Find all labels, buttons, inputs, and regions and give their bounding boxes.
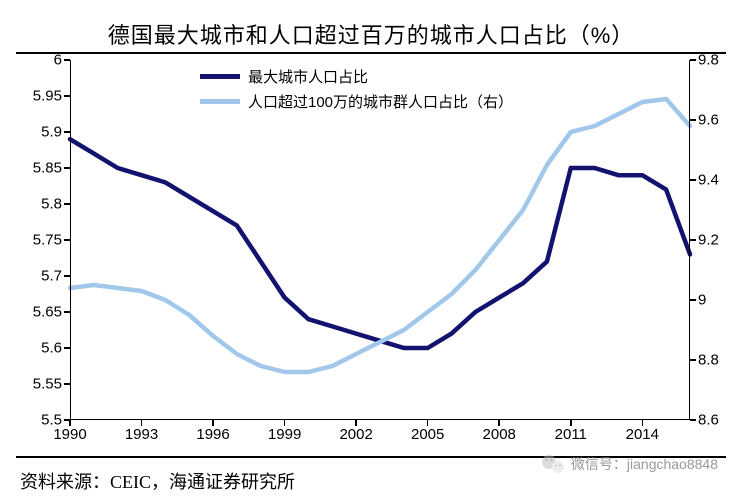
legend: 最大城市人口占比人口超过100万的城市群人口占比（右） [200, 66, 513, 116]
legend-swatch [200, 74, 240, 79]
legend-label: 最大城市人口占比 [248, 66, 368, 87]
wechat-icon [541, 454, 565, 474]
legend-swatch [200, 99, 240, 104]
plot-area: 5.55.555.65.655.75.755.85.855.95.9568.68… [70, 60, 690, 420]
watermark-text: 微信号：jiangchao8848 [571, 454, 718, 474]
legend-label: 人口超过100万的城市群人口占比（右） [248, 91, 513, 112]
chart-title: 德国最大城市和人口超过百万的城市人口占比（%） [0, 18, 742, 50]
source-label: 资料来源：CEIC，海通证券研究所 [20, 468, 295, 494]
watermark: 微信号：jiangchao8848 [541, 454, 718, 474]
title-underline [16, 52, 726, 54]
chart-container: 德国最大城市和人口超过百万的城市人口占比（%） 5.55.555.65.655.… [0, 0, 742, 502]
legend-item: 最大城市人口占比 [200, 66, 513, 87]
legend-item: 人口超过100万的城市群人口占比（右） [200, 91, 513, 112]
